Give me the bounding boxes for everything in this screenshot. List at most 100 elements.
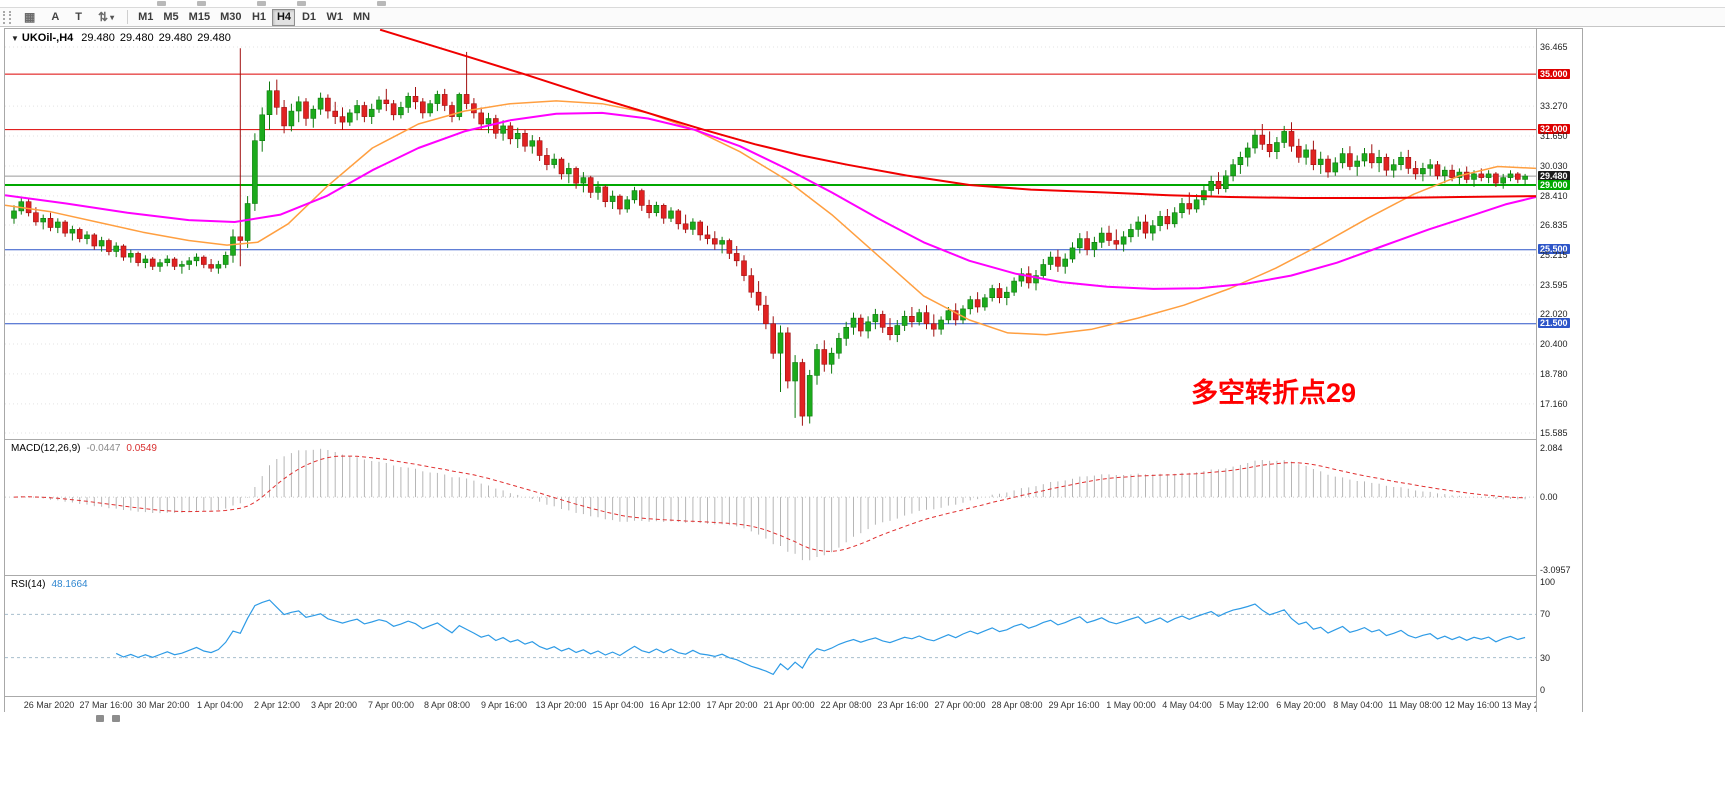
price-axis-label: 25.215 [1540, 250, 1568, 260]
high-value: 29.480 [119, 32, 154, 44]
time-axis-label: 6 May 20:00 [1276, 700, 1326, 710]
chevron-down-icon: ▾ [110, 12, 115, 22]
timeframe-button-h4[interactable]: H4 [272, 8, 296, 26]
time-axis-label: 13 May 21:15 [1501, 700, 1557, 710]
time-axis-label: 8 May 04:00 [1333, 700, 1383, 710]
time-axis-label: 30 Mar 20:00 [136, 700, 190, 710]
bar-chart-icon: ▦ [24, 10, 36, 24]
price-line-badge: 25.500 [1538, 244, 1570, 255]
rsi-name: RSI(14) [11, 579, 46, 590]
open-value: 29.480 [81, 32, 115, 44]
clipped-icon [377, 1, 386, 6]
time-axis-label: 21 Apr 00:00 [763, 700, 815, 710]
timeframe-button-m1[interactable]: M1 [134, 9, 157, 26]
timeframe-button-h1[interactable]: H1 [247, 9, 270, 26]
price-axis-label: 26.835 [1540, 220, 1568, 230]
price-axis-label: 17.160 [1540, 398, 1568, 409]
price-axis-label: 31.650 [1540, 131, 1568, 141]
price-axis-label: 33.270 [1540, 101, 1568, 112]
pane-separator[interactable] [5, 575, 1582, 576]
rsi-axis-label: 0 [1540, 685, 1546, 695]
toolbar: ▦ A T ⇅ ▾ M1 M5 M15 M30 H1 H4 D1 W1 MN [0, 7, 1725, 27]
chart-window: ▼ UKOil-,H4 29.480 29.480 29.480 29.480 多空转折点… [4, 28, 1583, 714]
time-axis-label: 4 May 04:00 [1162, 700, 1212, 710]
price-axis-label: 30.030 [1540, 161, 1568, 171]
price-axis-label: 15.585 [1540, 428, 1568, 438]
timeframe-button-m15[interactable]: M15 [185, 9, 214, 26]
price-line-badge: 29.000 [1538, 179, 1570, 190]
toolbar-grip[interactable] [3, 10, 11, 24]
price-line-badge: 35.000 [1538, 68, 1570, 79]
rsi-axis-label: 70 [1540, 609, 1551, 619]
timeframe-button-w1[interactable]: W1 [322, 9, 347, 26]
price-line-badge: 29.480 [1538, 170, 1570, 181]
rsi-indicator-label: RSI(14) 48.1664 [11, 579, 88, 590]
time-axis-label: 7 Apr 00:00 [367, 700, 415, 710]
timeframe-button-m30[interactable]: M30 [216, 9, 245, 26]
arrow-tool-button[interactable]: A [44, 9, 66, 26]
chart-collapse-triangle-icon[interactable]: ▼ [11, 34, 19, 43]
clipped-icon [157, 1, 166, 6]
time-axis-label: 27 Apr 00:00 [934, 700, 986, 710]
time-axis-label: 29 Apr 16:00 [1048, 700, 1100, 710]
time-axis-label: 8 Apr 08:00 [423, 700, 471, 710]
macd-pane-canvas[interactable] [5, 440, 1536, 575]
status-artifact-icon [96, 715, 104, 722]
rsi-pane-canvas[interactable] [5, 576, 1536, 696]
time-axis-label: 12 May 16:00 [1444, 700, 1500, 710]
time-axis-label: 28 Apr 08:00 [991, 700, 1043, 710]
price-axis-label: 28.410 [1540, 190, 1568, 201]
pane-separator [5, 696, 1582, 697]
clipped-icon [297, 1, 306, 6]
low-value: 29.480 [158, 32, 193, 44]
time-axis-label: 17 Apr 20:00 [706, 700, 758, 710]
rsi-axis-label: 100 [1540, 577, 1556, 587]
time-axis-label: 9 Apr 16:00 [480, 700, 528, 710]
price-axis-label: 23.595 [1540, 279, 1568, 290]
letter-t-label: T [75, 11, 83, 23]
price-axis-label: 20.400 [1540, 339, 1568, 349]
macd-axis-label: 2.084 [1540, 443, 1563, 453]
bottom-strip [0, 712, 1725, 795]
time-axis-label: 2 Apr 12:00 [253, 700, 301, 710]
scale-dropdown-button[interactable]: ⇅ ▾ [91, 9, 121, 26]
up-down-arrows-icon: ⇅ [98, 10, 109, 24]
price-line-badge: 21.500 [1538, 318, 1570, 329]
symbol-period-label: UKOil-,H4 [21, 32, 74, 44]
timeframe-button-m5[interactable]: M5 [159, 9, 182, 26]
price-line-badge: 32.000 [1538, 124, 1570, 135]
time-axis-label: 11 May 08:00 [1388, 700, 1442, 710]
clipped-icon [257, 1, 266, 6]
time-axis-label: 1 Apr 04:00 [196, 700, 244, 710]
time-axis-label: 13 Apr 20:00 [535, 700, 587, 710]
time-axis-label: 3 Apr 20:00 [310, 700, 358, 710]
close-value: 29.480 [197, 32, 231, 44]
rsi-axis-label: 30 [1540, 653, 1551, 663]
macd-main-value: -0.0447 [86, 443, 121, 454]
timeframe-button-mn[interactable]: MN [349, 9, 374, 26]
main-chart-canvas[interactable] [5, 29, 1536, 439]
time-axis-label: 26 Mar 2020 [23, 700, 75, 710]
time-axis-label: 22 Apr 08:00 [820, 700, 872, 710]
time-axis[interactable]: 26 Mar 2020 27 Mar 16:00 30 Mar 20:00 1 Apr… [5, 697, 1582, 713]
timeframe-button-d1[interactable]: D1 [297, 9, 320, 26]
macd-indicator-label: MACD(12,26,9) -0.0447 0.0549 [11, 443, 157, 454]
price-axis[interactable]: 36.465 35.000 33.270 32.000 31.650 30.030 29.4… [1536, 29, 1582, 713]
bar-chart-icon-button[interactable]: ▦ [17, 9, 42, 26]
rsi-value: 48.1664 [51, 579, 88, 590]
macd-axis-label: -3.0957 [1540, 565, 1571, 575]
toolbar-separator [127, 10, 129, 24]
price-axis-label: 18.780 [1540, 368, 1568, 379]
clipped-icon [197, 1, 206, 6]
price-axis-label: 36.465 [1540, 42, 1568, 52]
pane-separator[interactable] [5, 439, 1582, 440]
chart-annotation: 多空转折点29 [1191, 378, 1357, 408]
macd-signal-value: 0.0549 [126, 443, 157, 454]
chart-ohlc-header: ▼ UKOil-,H4 29.480 29.480 29.480 29.480 [11, 32, 236, 44]
time-axis-label: 1 May 00:00 [1106, 700, 1156, 710]
time-axis-label: 5 May 12:00 [1219, 700, 1269, 710]
text-tool-button[interactable]: T [68, 9, 89, 26]
letter-a-label: A [51, 11, 60, 23]
macd-axis-label: 0.00 [1540, 492, 1558, 502]
